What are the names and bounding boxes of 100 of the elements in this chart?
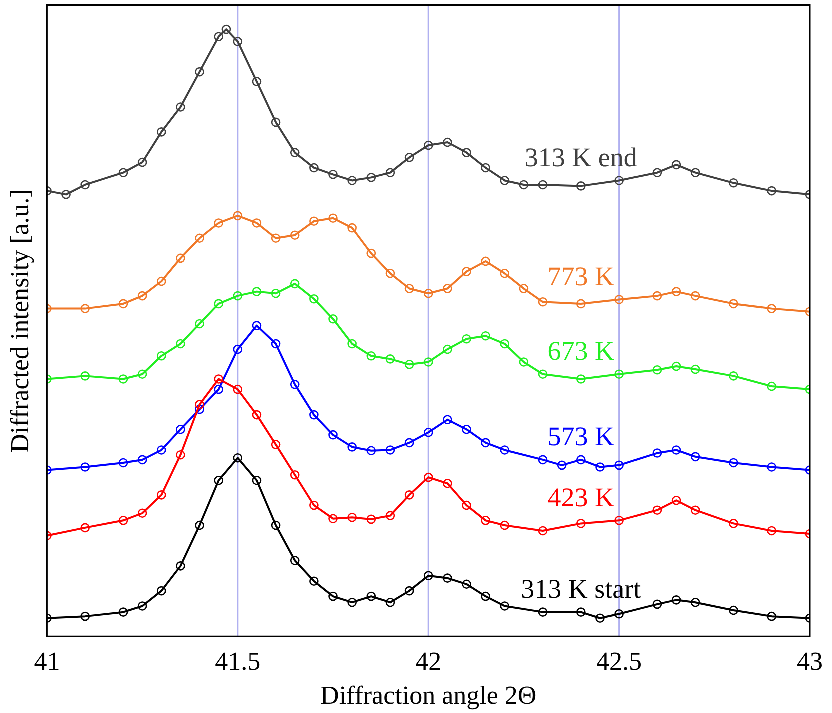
point	[519, 284, 529, 294]
point	[118, 516, 128, 526]
point	[233, 211, 243, 221]
point	[767, 304, 777, 314]
point	[652, 448, 662, 458]
x-axis-title: Diffraction angle 2Θ	[320, 681, 537, 710]
point	[538, 608, 548, 617]
point	[328, 170, 338, 180]
point	[138, 508, 148, 518]
point	[290, 148, 300, 158]
point	[614, 295, 624, 304]
point	[519, 358, 529, 367]
point	[500, 176, 510, 186]
point	[386, 168, 396, 178]
point	[576, 182, 586, 191]
point	[729, 372, 738, 381]
point	[138, 455, 148, 465]
point	[500, 446, 510, 455]
point	[443, 344, 452, 354]
point	[310, 163, 319, 173]
point	[729, 519, 738, 528]
point	[214, 218, 224, 228]
point	[156, 586, 166, 596]
point	[222, 24, 232, 34]
point	[614, 460, 624, 470]
point	[424, 571, 434, 581]
point	[348, 442, 357, 452]
point	[233, 37, 243, 46]
point	[271, 339, 281, 349]
point	[443, 478, 452, 488]
series-label: 773 K	[548, 261, 616, 292]
point	[214, 476, 224, 486]
point	[404, 490, 414, 500]
point	[252, 287, 262, 296]
point	[462, 334, 472, 344]
point	[156, 446, 166, 455]
series-label: 423 K	[548, 482, 616, 512]
point	[328, 214, 338, 224]
y-axis-title: Diffracted intensity [a.u.]	[5, 189, 34, 453]
point	[366, 248, 376, 258]
point	[252, 77, 262, 86]
point	[271, 520, 281, 530]
point	[118, 299, 128, 309]
point	[481, 438, 490, 448]
point	[328, 514, 338, 524]
point	[481, 256, 490, 266]
point	[614, 609, 624, 619]
point	[462, 267, 472, 276]
point	[348, 223, 357, 233]
point	[176, 102, 186, 112]
point	[290, 556, 300, 566]
point	[404, 153, 414, 162]
point	[424, 428, 434, 438]
point	[366, 446, 376, 456]
point	[366, 173, 376, 182]
point	[443, 415, 452, 425]
point	[576, 455, 586, 465]
point	[233, 453, 243, 463]
point	[690, 506, 700, 515]
point	[366, 352, 376, 361]
point	[557, 460, 567, 470]
point	[80, 523, 90, 533]
point	[233, 384, 243, 394]
point	[252, 218, 262, 228]
point	[176, 424, 186, 434]
x-tick-label: 41	[34, 647, 60, 676]
point	[156, 276, 166, 286]
point	[690, 168, 700, 178]
point	[462, 500, 472, 510]
point	[348, 176, 357, 186]
point	[462, 580, 472, 590]
point	[156, 352, 166, 361]
point	[614, 370, 624, 380]
point	[424, 358, 434, 367]
point	[672, 362, 682, 372]
point	[386, 511, 396, 520]
point	[519, 180, 529, 190]
point	[386, 354, 396, 364]
point	[195, 520, 204, 530]
point	[290, 380, 300, 390]
point	[271, 288, 281, 298]
point	[672, 160, 682, 170]
point	[195, 67, 204, 77]
point	[481, 163, 490, 173]
point	[481, 331, 490, 341]
point	[214, 299, 224, 309]
point	[348, 339, 357, 349]
point	[328, 314, 338, 324]
point	[652, 365, 662, 375]
x-tick-label: 42.5	[596, 647, 642, 676]
point	[614, 516, 624, 526]
point	[729, 178, 738, 188]
x-tick-label: 43	[797, 647, 823, 676]
point	[767, 382, 777, 392]
point	[348, 512, 357, 522]
point	[310, 294, 319, 304]
point	[138, 370, 148, 380]
point	[538, 180, 548, 190]
point	[252, 476, 262, 486]
point	[386, 446, 396, 455]
